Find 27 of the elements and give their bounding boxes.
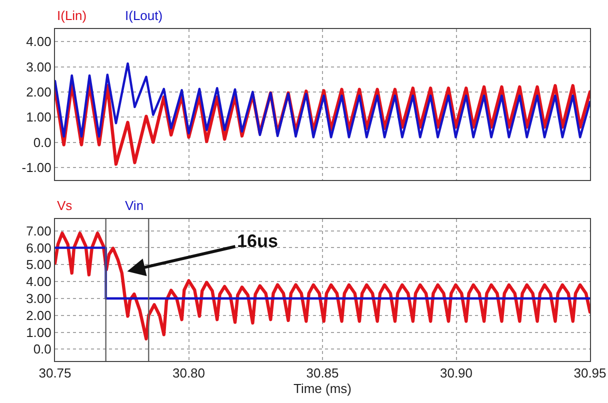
text: Vin: [125, 198, 144, 213]
annotation: 16us: [237, 231, 278, 251]
y-tick-label: 3.00: [26, 291, 52, 306]
series-label: Vs: [57, 198, 73, 213]
x-axis-title: Time (ms): [293, 381, 352, 396]
text: I(Lin): [57, 8, 87, 23]
x-tick-label: 30.85: [306, 366, 339, 381]
y-tick-label: 1.00: [26, 324, 52, 340]
y-tick-label: 3.00: [26, 59, 52, 74]
x-tick-label: 30.75: [38, 366, 72, 381]
line-series: [55, 232, 590, 340]
y-tick-label: 5.00: [26, 257, 52, 272]
text: I(Lout): [125, 8, 163, 23]
y-tick-label: 1.00: [26, 110, 52, 125]
y-tick-label: 7.00: [26, 223, 52, 238]
y-tick-label: 2.00: [26, 308, 52, 323]
y-tick-label: 0.0: [33, 134, 52, 150]
y-tick-label: 6.00: [26, 240, 52, 256]
y-tick-label: 2.00: [26, 84, 52, 100]
y-tick-label: 0.0: [33, 342, 52, 357]
line-series: [55, 62, 590, 138]
x-tick-label: 30.80: [172, 366, 206, 381]
y-tick-label: -1.00: [22, 160, 52, 175]
y-tick-label: 4.00: [26, 274, 52, 290]
x-tick-label: 30.90: [440, 366, 473, 381]
x-tick-label: 30.95: [574, 366, 606, 381]
y-tick-label: 4.00: [26, 34, 52, 50]
